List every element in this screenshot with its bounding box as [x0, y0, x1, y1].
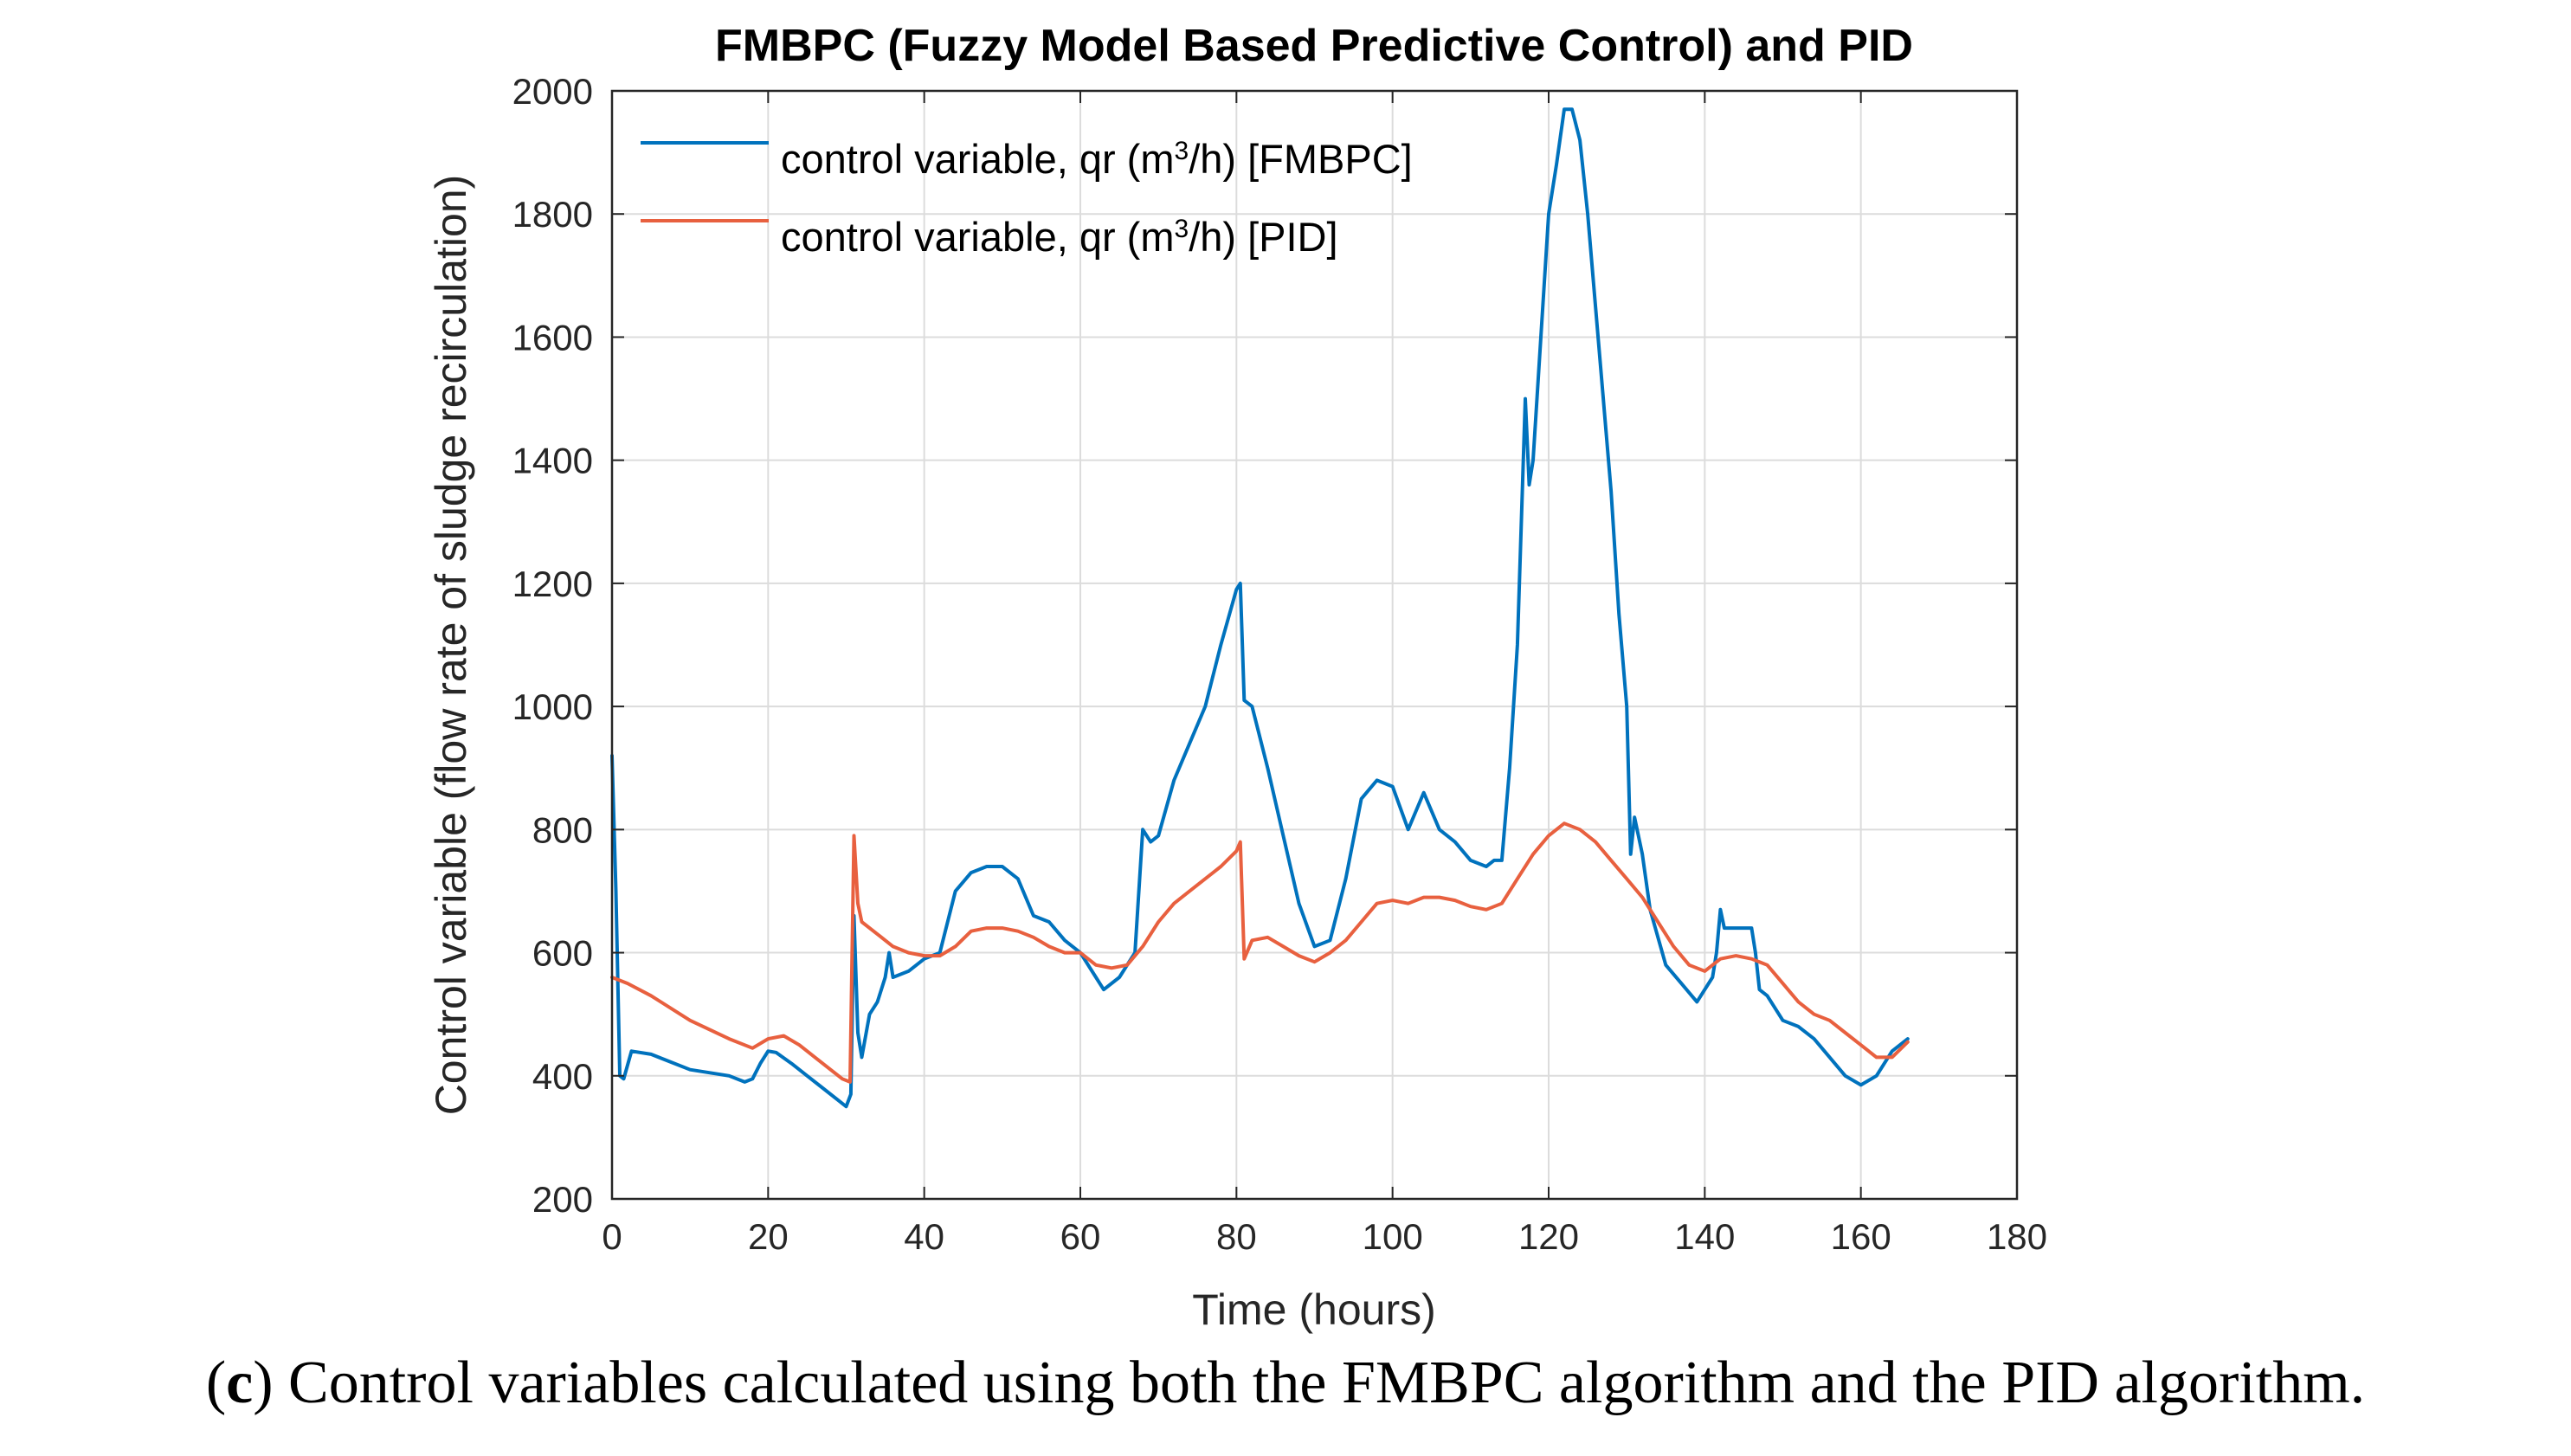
x-tick-label: 120: [1518, 1216, 1579, 1257]
caption-label: c: [226, 1350, 254, 1416]
legend-label-fmbpc: control variable, qr (m3/h) [FMBPC]: [781, 136, 1413, 182]
x-tick-label: 20: [748, 1216, 789, 1257]
legend-label-pid: control variable, qr (m3/h) [PID]: [781, 214, 1338, 260]
x-axis-label: Time (hours): [1192, 1285, 1436, 1334]
plot-background: [612, 91, 2017, 1199]
x-tick-label: 40: [904, 1216, 944, 1257]
x-tick-label: 160: [1831, 1216, 1891, 1257]
y-tick-label: 600: [532, 933, 593, 974]
x-tick-label: 80: [1216, 1216, 1257, 1257]
x-tick-label: 60: [1060, 1216, 1101, 1257]
legend-label-pid-sup: 3: [1175, 215, 1189, 243]
legend-label-pid-tail: /h) [PID]: [1189, 214, 1337, 260]
y-tick-label: 1400: [512, 441, 593, 481]
legend: control variable, qr (m3/h) [FMBPC] cont…: [641, 136, 1413, 260]
y-tick-label: 200: [532, 1179, 593, 1220]
x-tick-label: 100: [1363, 1216, 1423, 1257]
x-tick-label: 180: [1987, 1216, 2047, 1257]
legend-label-fmbpc-sup: 3: [1175, 137, 1189, 165]
y-tick-label: 400: [532, 1056, 593, 1097]
caption-text: Control variables calculated using both …: [288, 1350, 2366, 1416]
legend-label-fmbpc-tail: /h) [FMBPC]: [1189, 136, 1413, 182]
y-tick-label: 1000: [512, 686, 593, 727]
series-line-pid: [610, 821, 1910, 1084]
grid-lines: [612, 91, 2017, 1199]
y-axis-label: Control variable (flow rate of sludge re…: [427, 175, 475, 1116]
x-tick-label: 0: [602, 1216, 622, 1257]
y-tick-label: 1800: [512, 194, 593, 235]
chart-title: FMBPC (Fuzzy Model Based Predictive Cont…: [715, 21, 1913, 71]
y-tick-label: 1200: [512, 564, 593, 604]
plot-frame: [610, 89, 2019, 1201]
y-axis-ticks: 200 400 600 800 1000 1200 1400 1600 1800 2000: [512, 71, 2017, 1220]
series-lines: [610, 107, 1910, 1109]
y-tick-label: 1600: [512, 317, 593, 358]
legend-label-pid-main: control variable, qr (m: [781, 214, 1175, 260]
legend-label-fmbpc-main: control variable, qr (m: [781, 136, 1175, 182]
y-tick-label: 800: [532, 809, 593, 850]
y-tick-label: 2000: [512, 71, 593, 112]
x-axis-ticks: 0 20 40 60 80 100 120 140 160 180: [602, 91, 2047, 1257]
x-tick-label: 140: [1674, 1216, 1735, 1257]
figure-caption: (c) Control variables calculated using b…: [205, 1350, 2366, 1416]
